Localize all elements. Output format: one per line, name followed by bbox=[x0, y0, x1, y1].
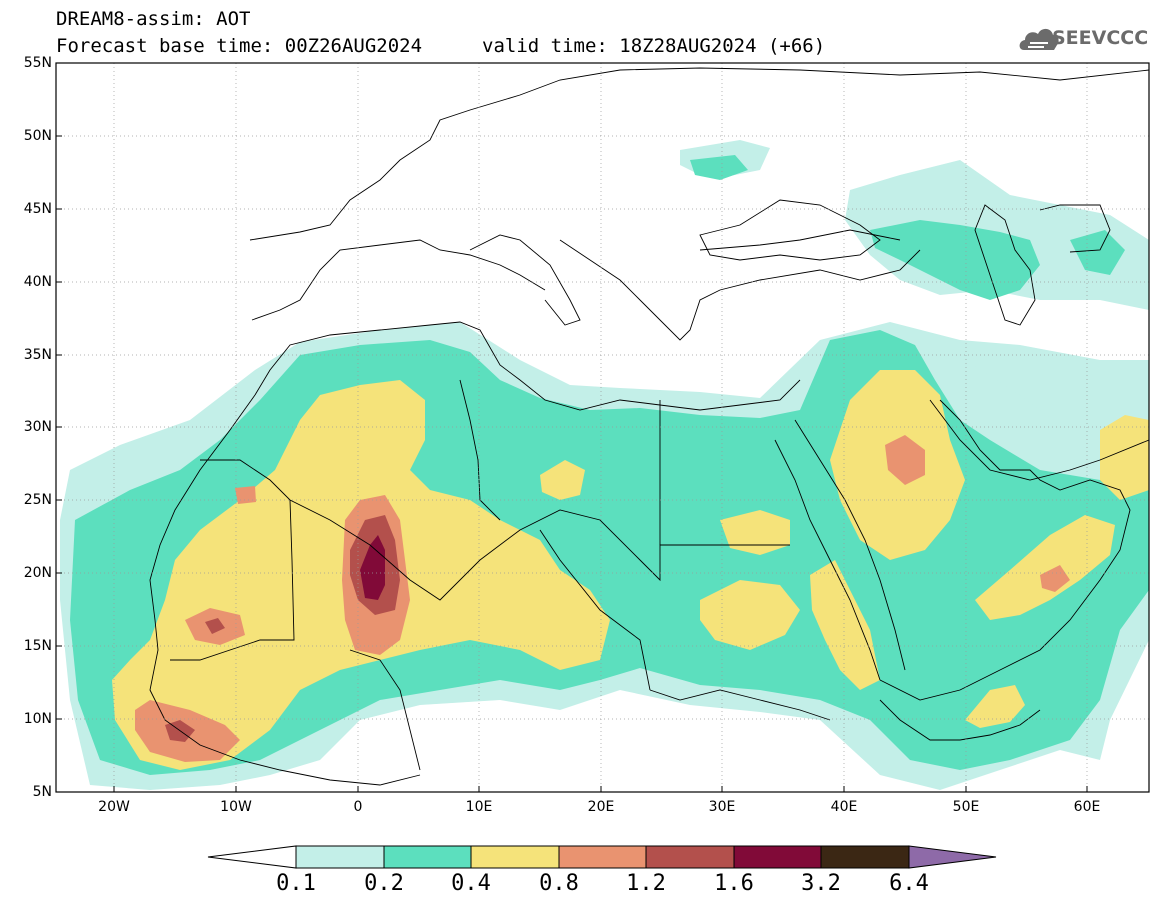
colorbar-swatch-1 bbox=[295, 845, 385, 869]
lat-label: 10N bbox=[23, 711, 52, 727]
lat-label: 45N bbox=[23, 201, 52, 217]
colorbar-label: 1.2 bbox=[626, 871, 666, 896]
lon-label: 60E bbox=[1073, 799, 1101, 815]
lat-label: 30N bbox=[23, 419, 52, 435]
colorbar-swatch-4 bbox=[558, 845, 647, 869]
colorbar-swatch-2 bbox=[383, 845, 472, 869]
lat-label: 50N bbox=[23, 128, 52, 144]
lat-label: 20N bbox=[23, 565, 52, 581]
colorbar-label: 0.4 bbox=[451, 871, 491, 896]
axis-ticks bbox=[56, 62, 1088, 792]
colorbar-label: 1.6 bbox=[714, 871, 754, 896]
lon-label: 0 bbox=[353, 799, 363, 815]
colorbar-swatch-5 bbox=[645, 845, 735, 869]
lon-label: 10E bbox=[465, 799, 493, 815]
lon-label: 50E bbox=[952, 799, 980, 815]
colorbar-label: 0.2 bbox=[364, 871, 404, 896]
colorbar-label: 6.4 bbox=[889, 871, 929, 896]
colorbar-over-arrow bbox=[908, 845, 997, 869]
lat-label: 15N bbox=[23, 638, 52, 654]
lat-label: 35N bbox=[23, 347, 52, 363]
lon-label: 10W bbox=[220, 799, 252, 815]
lon-label: 20E bbox=[587, 799, 615, 815]
lon-label: 40E bbox=[830, 799, 858, 815]
lat-label: 5N bbox=[32, 784, 52, 800]
colorbar-swatch-7 bbox=[820, 845, 910, 869]
lat-label: 40N bbox=[23, 274, 52, 290]
seevccc-logo: SEEVCCC bbox=[1052, 27, 1149, 49]
aot-field-band-maroon bbox=[360, 535, 385, 600]
lat-label: 25N bbox=[23, 492, 52, 508]
map-title: DREAM8-assim: AOT bbox=[56, 8, 251, 30]
cloud-icon bbox=[1019, 28, 1059, 50]
aot-field bbox=[60, 140, 1149, 790]
lat-label: 55N bbox=[23, 55, 52, 71]
colorbar-label: 0.1 bbox=[276, 871, 316, 896]
colorbar-label: 0.8 bbox=[539, 871, 579, 896]
lon-label: 30E bbox=[708, 799, 736, 815]
colorbar-label: 3.2 bbox=[801, 871, 841, 896]
grid bbox=[56, 63, 1149, 792]
lon-label: 20W bbox=[98, 799, 130, 815]
colorbar-swatch-6 bbox=[733, 845, 822, 869]
valid-time: valid time: 18Z28AUG2024 (+66) bbox=[482, 35, 826, 57]
colorbar bbox=[207, 845, 997, 869]
colorbar-under-arrow bbox=[207, 845, 297, 869]
colorbar-swatch-3 bbox=[470, 845, 560, 869]
forecast-base-time: Forecast base time: 00Z26AUG2024 bbox=[56, 35, 423, 57]
